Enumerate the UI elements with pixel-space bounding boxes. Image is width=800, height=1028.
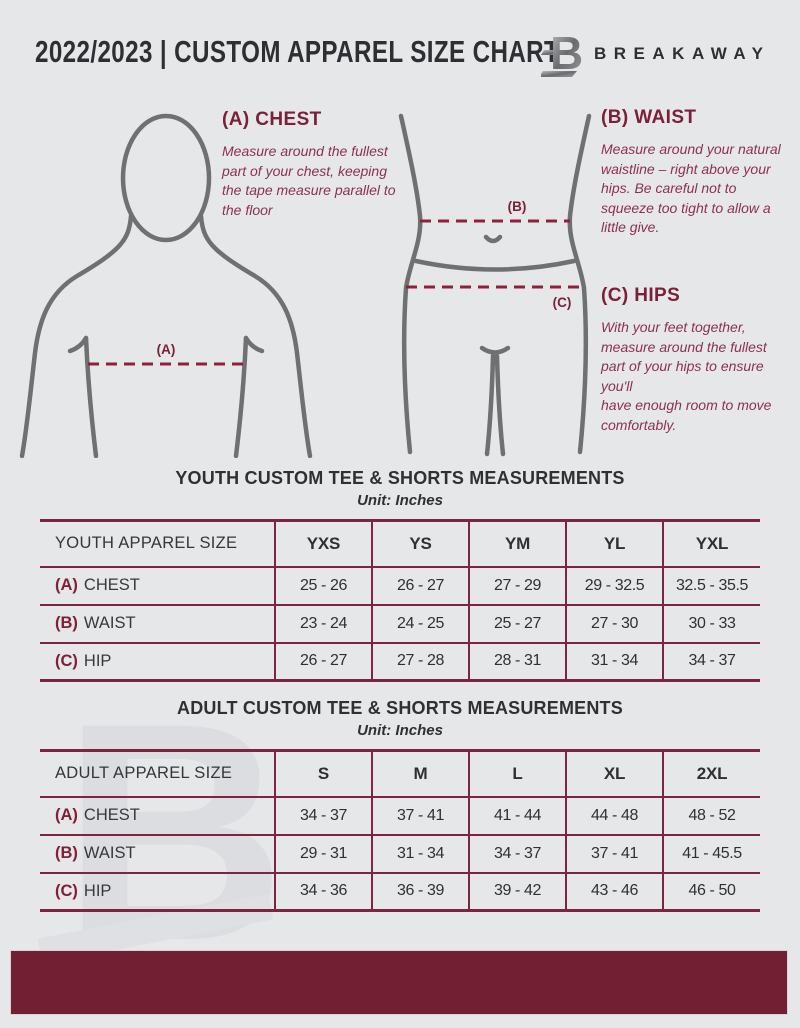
table-cell: 31 - 34 — [565, 642, 663, 681]
table-cell: 31 - 34 — [371, 834, 469, 873]
table-row: (A) CHEST 34 - 37 37 - 41 41 - 44 44 - 48… — [40, 796, 760, 835]
adult-size-col-xl: XL — [565, 750, 663, 797]
table-cell: 34 - 37 — [468, 834, 566, 873]
instruction-hips: (C) HIPS With your feet together, measur… — [601, 285, 787, 435]
youth-table-unit: Unit: Inches — [357, 492, 443, 509]
instruction-hips-heading: (C) HIPS — [601, 285, 681, 306]
instruction-chest-heading: (A) CHEST — [222, 109, 322, 130]
youth-size-col-yl: YL — [565, 520, 663, 567]
table-cell: 29 - 31 — [274, 834, 372, 873]
table-cell: 27 - 29 — [468, 566, 566, 605]
adult-chest-row-label: (A) CHEST — [40, 797, 275, 835]
row-prefix: (A) — [55, 576, 78, 594]
adult-size-col-m: M — [371, 750, 469, 797]
youth-size-col-yxs: YXS — [274, 520, 372, 567]
row-label: CHEST — [83, 576, 140, 594]
adult-waist-row-label: (B) WAIST — [40, 835, 275, 873]
figure-navel — [483, 234, 503, 244]
breakaway-logo-icon: B — [541, 27, 583, 79]
row-prefix: (A) — [55, 806, 78, 824]
hips-measure-label: (C) — [553, 295, 572, 310]
table-cell: 30 - 33 — [662, 604, 760, 643]
row-label: WAIST — [83, 844, 136, 862]
table-cell: 34 - 36 — [274, 872, 372, 911]
instruction-waist-body: Measure around your natural waistline – … — [601, 141, 781, 235]
instruction-chest: (A) CHEST Measure around the fullest par… — [222, 109, 408, 220]
table-cell: 29 - 32.5 — [565, 566, 663, 605]
page-title: 2022/2023 | CUSTOM APPAREL SIZE CHART — [35, 34, 560, 69]
row-label: CHEST — [83, 806, 140, 824]
instruction-waist-heading: (B) WAIST — [601, 107, 697, 128]
figure-head-outline — [120, 113, 212, 243]
figure-hip-crease — [413, 258, 577, 272]
row-label: HIP — [83, 881, 112, 900]
table-cell: 39 - 42 — [468, 872, 566, 911]
instruction-chest-body: Measure around the fullest part of your … — [222, 143, 396, 218]
table-cell: 34 - 37 — [274, 796, 372, 835]
table-cell: 37 - 41 — [371, 796, 469, 835]
table-cell: 41 - 45.5 — [662, 834, 760, 873]
adult-size-col-s: S — [274, 750, 372, 797]
youth-size-section: YOUTH CUSTOM TEE & SHORTS MEASUREMENTS U… — [40, 468, 760, 682]
adult-size-section: ADULT CUSTOM TEE & SHORTS MEASUREMENTS U… — [40, 698, 760, 912]
instruction-waist: (B) WAIST Measure around your natural wa… — [601, 107, 781, 238]
table-cell: 24 - 25 — [371, 604, 469, 643]
table-row: (B) WAIST 29 - 31 31 - 34 34 - 37 37 - 41… — [40, 834, 760, 873]
brand-name: BREAKAWAY — [594, 44, 771, 63]
table-cell: 26 - 27 — [371, 566, 469, 605]
row-prefix: (C) — [55, 651, 78, 670]
youth-hip-row-label: (C) HIP — [40, 643, 275, 681]
row-prefix: (C) — [55, 881, 78, 900]
adult-size-col-l: L — [468, 750, 566, 797]
youth-table-header-row: YOUTH APPAREL SIZE YXS YS YM YL YXL — [40, 520, 760, 567]
table-cell: 48 - 52 — [662, 796, 760, 835]
adult-table-title: ADULT CUSTOM TEE & SHORTS MEASUREMENTS — [177, 698, 623, 718]
table-cell: 46 - 50 — [662, 872, 760, 911]
table-cell: 26 - 27 — [274, 642, 372, 681]
table-cell: 36 - 39 — [371, 872, 469, 911]
table-cell: 44 - 48 — [565, 796, 663, 835]
chest-measure-label: (A) — [157, 342, 176, 357]
youth-table-title: YOUTH CUSTOM TEE & SHORTS MEASUREMENTS — [175, 468, 625, 488]
torso-figure-illustration: (A) — [19, 113, 313, 458]
table-cell: 23 - 24 — [274, 604, 372, 643]
table-row: (A) CHEST 25 - 26 26 - 27 27 - 29 29 - 32… — [40, 566, 760, 605]
waist-measure-label: (B) — [508, 199, 527, 214]
row-label: HIP — [83, 651, 112, 670]
youth-size-header-label: YOUTH APPAREL SIZE — [55, 534, 238, 553]
adult-hip-row-label: (C) HIP — [40, 873, 275, 911]
adult-table-unit: Unit: Inches — [357, 722, 443, 739]
youth-size-table: YOUTH APPAREL SIZE YXS YS YM YL YXL (A) C… — [40, 519, 760, 682]
row-prefix: (B) — [55, 614, 78, 632]
table-cell: 27 - 28 — [371, 642, 469, 681]
table-cell: 27 - 30 — [565, 604, 663, 643]
table-cell: 37 - 41 — [565, 834, 663, 873]
youth-chest-row-label: (A) CHEST — [40, 567, 275, 605]
youth-size-col-yxl: YXL — [662, 520, 760, 567]
adult-size-table: ADULT APPAREL SIZE S M L XL 2XL (A) CHEST… — [40, 749, 760, 912]
row-prefix: (B) — [55, 844, 78, 862]
youth-size-col-ys: YS — [371, 520, 469, 567]
table-row: (B) WAIST 23 - 24 24 - 25 25 - 27 27 - 30… — [40, 604, 760, 643]
table-row: (C) HIP 26 - 27 27 - 28 28 - 31 31 - 34 3… — [40, 642, 760, 681]
adult-size-header-label: ADULT APPAREL SIZE — [55, 764, 233, 783]
lower-body-figure-illustration: (B) (C) — [398, 113, 592, 457]
table-cell: 43 - 46 — [565, 872, 663, 911]
logo-letter: B — [550, 27, 583, 79]
table-cell: 34 - 37 — [662, 642, 760, 681]
table-cell: 28 - 31 — [468, 642, 566, 681]
row-label: WAIST — [83, 614, 136, 632]
table-cell: 25 - 26 — [274, 566, 372, 605]
youth-size-col-ym: YM — [468, 520, 566, 567]
adult-table-header-row: ADULT APPAREL SIZE S M L XL 2XL — [40, 750, 760, 797]
table-cell: 32.5 - 35.5 — [662, 566, 760, 605]
footer-bar — [10, 950, 788, 1015]
adult-size-col-2xl: 2XL — [662, 750, 760, 797]
youth-waist-row-label: (B) WAIST — [40, 605, 275, 643]
table-cell: 25 - 27 — [468, 604, 566, 643]
instruction-hips-body: With your feet together, measure around … — [601, 319, 772, 433]
table-cell: 41 - 44 — [468, 796, 566, 835]
table-row: (C) HIP 34 - 36 36 - 39 39 - 42 43 - 46 4… — [40, 872, 760, 911]
